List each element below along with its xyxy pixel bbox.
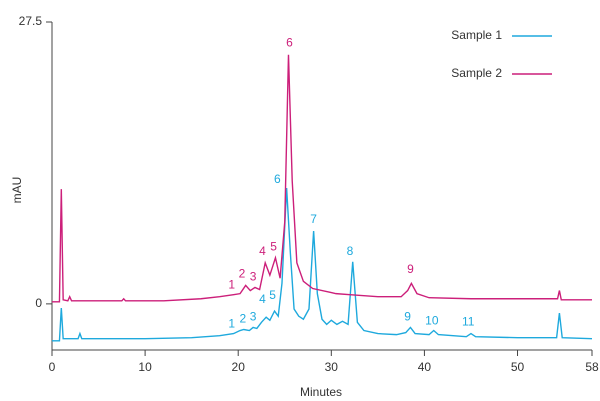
peak-label: 11: [462, 314, 475, 328]
x-tick-label: 0: [49, 360, 56, 374]
peak-label: 3: [250, 309, 257, 323]
legend-label: Sample 1: [451, 28, 502, 42]
peak-label: 2: [239, 266, 246, 280]
x-tick-label: 40: [418, 360, 432, 374]
x-axis-label: Minutes: [300, 385, 342, 399]
peak-label: 1: [228, 317, 235, 331]
series-line: [52, 54, 592, 303]
x-tick-label: 58: [585, 360, 599, 374]
y-tick-label: 0: [35, 296, 42, 310]
peak-label: 6: [286, 36, 293, 50]
peak-label: 3: [250, 269, 257, 283]
peak-label: 9: [407, 262, 414, 276]
peak-label: 5: [269, 288, 276, 302]
peak-label: 4: [259, 292, 266, 306]
peak-label: 10: [425, 313, 439, 327]
peak-label: 7: [310, 212, 317, 226]
x-tick-label: 50: [511, 360, 525, 374]
peak-label: 9: [404, 309, 411, 323]
x-tick-label: 10: [138, 360, 152, 374]
x-tick-label: 20: [232, 360, 246, 374]
peak-label: 2: [240, 311, 247, 325]
series-line: [52, 188, 593, 342]
y-tick-label: 27.5: [19, 14, 43, 28]
peak-label: 1: [228, 278, 235, 292]
legend-label: Sample 2: [451, 66, 502, 80]
x-tick-label: 30: [325, 360, 339, 374]
peak-label: 4: [259, 244, 266, 258]
peak-label: 8: [347, 244, 354, 258]
y-axis-label: mAU: [10, 177, 24, 204]
peak-label: 5: [270, 240, 277, 254]
peak-label: 6: [274, 172, 281, 186]
